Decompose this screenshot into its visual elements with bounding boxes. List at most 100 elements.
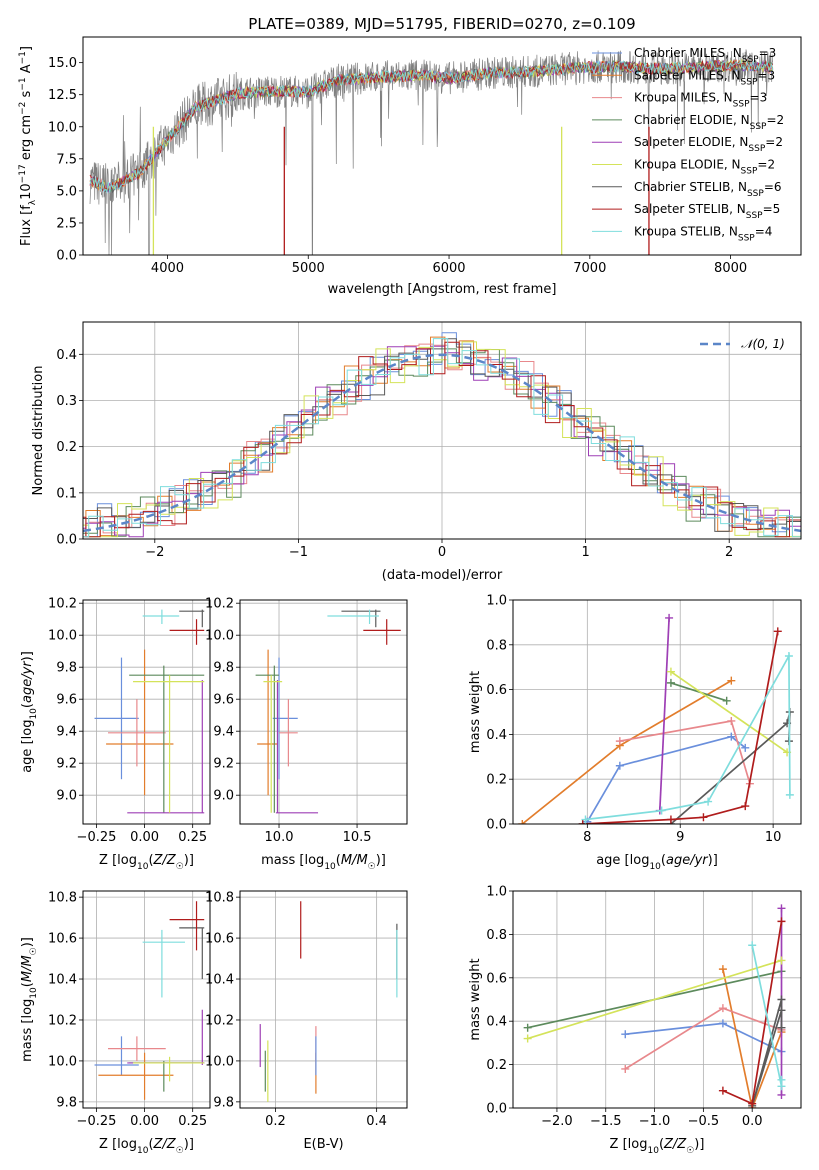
x-tick-label: 8: [583, 830, 591, 845]
weight-marker-chabrier_stelib: [777, 1023, 786, 1032]
label-part: )]: [184, 1137, 194, 1152]
y-axis-label: Flux [fλ10−17 erg cm−2 s−1 A−1]: [18, 46, 38, 246]
weight-marker-chabrier_miles: [718, 1019, 727, 1028]
legend-sub: SSP: [742, 55, 759, 65]
weight-marker-kroupa_stelib: [581, 815, 590, 824]
weight-line-kroupa_miles: [619, 720, 751, 784]
label-part: Z [log: [99, 1137, 137, 1152]
y-tick-label: 9.6: [213, 693, 234, 708]
y-tick-label: 12.5: [48, 88, 77, 103]
legend-text: Kroupa MILES, N: [634, 91, 733, 105]
age_weight-series: [518, 613, 794, 824]
x-axis-label: Z [log10(Z/Z☉)]: [610, 1137, 705, 1156]
legend-text: Chabrier MILES, N: [634, 46, 742, 60]
legend-suffix: =6: [764, 180, 782, 194]
mass_age-frame: 10.0 10.5 9.0 9.2 9.4 9.6 9.8 10.0 10.2: [205, 597, 408, 845]
x-tick-label: −2: [145, 545, 164, 560]
x-axis-label: age [log10(age/yr)]: [596, 853, 718, 872]
label-part: ☉: [176, 1146, 184, 1156]
x-tick-label: 0: [438, 545, 446, 560]
observed-spectrum-line: [89, 49, 773, 255]
label-part: ]: [19, 46, 34, 51]
y-tick-label: 10.6: [48, 932, 77, 947]
chart-title: PLATE=0389, MJD=51795, FIBERID=0270, z=0…: [248, 15, 635, 33]
label-part: −17: [18, 164, 28, 183]
y-tick-label: 10.2: [205, 1013, 234, 1028]
y-tick-label: 0.2: [486, 773, 507, 788]
axes-frame: [82, 36, 802, 256]
y-tick-label: 10.8: [205, 891, 234, 906]
y-tick-label: 0.0: [56, 533, 77, 548]
y-tick-label: 10.0: [205, 629, 234, 644]
weight-marker-salpeter_stelib: [699, 813, 708, 822]
y-tick-label: 0.2: [486, 1058, 507, 1073]
histogram-plot: [83, 332, 801, 538]
y-tick-label: 9.0: [56, 789, 77, 804]
y-tick-label: 9.6: [56, 693, 77, 708]
spectrum-plot: [89, 49, 774, 255]
label-part: Z/Z: [153, 1137, 177, 1152]
label-part: )]: [20, 937, 35, 947]
weight-marker-kroupa_stelib: [777, 1075, 786, 1084]
label-part: −1: [18, 51, 28, 64]
weight-marker-chabrier_miles: [727, 732, 736, 741]
x-axis-label: (data-model)/error: [382, 568, 503, 583]
legend-text: Salpeter MILES, N: [634, 68, 741, 82]
label-part: (: [661, 853, 666, 868]
y-tick-label: 1.0: [486, 885, 507, 900]
weight-line-kroupa_elodie: [670, 671, 788, 753]
x-tick-label: 5000: [292, 261, 325, 276]
weight-marker-salpeter_stelib: [666, 815, 675, 824]
x-tick-label: 2: [725, 545, 733, 560]
y-tick-label: 9.8: [56, 661, 77, 676]
legend-text: Salpeter ELODIE, N: [634, 135, 748, 149]
z_weight-frame: −2.0 −1.5 −1.0 −0.5 0.0 0.0 0.2 0.4 0.6 0.8 1.0: [486, 885, 802, 1129]
weight-line-kroupa_stelib: [585, 652, 791, 821]
legend: 𝒩(0, 1): [700, 337, 785, 351]
x-tick-label: 8000: [714, 261, 747, 276]
label-part: )]: [20, 651, 35, 661]
y-axis-label: Normed distribution: [31, 366, 46, 496]
weight-line-kroupa_elodie: [527, 959, 782, 1040]
legend-sub: SSP: [747, 189, 764, 199]
axes-frame: [512, 890, 802, 1109]
legend-sub: SSP: [741, 167, 758, 177]
x-tick-label: 0.00: [130, 1114, 159, 1129]
label-part: 10: [647, 1146, 659, 1156]
axes-frame: [512, 599, 802, 825]
label-part: Flux [f: [19, 205, 34, 246]
legend-sub: SSP: [748, 144, 765, 154]
mass_age-axes: [240, 600, 407, 824]
weight-marker-kroupa_stelib: [784, 652, 793, 660]
weight-marker-kroupa_stelib: [657, 806, 666, 815]
x-tick-label: −2.0: [541, 1114, 573, 1129]
label-part: M/M: [341, 853, 368, 868]
label-part: λ: [28, 199, 38, 205]
y-tick-label: 0.3: [56, 394, 77, 409]
x-tick-label: 1: [581, 545, 589, 560]
legend-entry: 𝒩(0, 1): [741, 337, 785, 351]
z_mass-frame: −0.25 0.00 0.25 9.8 10.0 10.2 10.4 10.6 10.8: [48, 890, 211, 1129]
label-part: age/yr: [666, 853, 709, 868]
weight-marker-salpeter_miles: [518, 820, 527, 824]
label-part: 10: [649, 862, 661, 872]
label-part: Z [log: [610, 1137, 648, 1152]
weight-marker-kroupa_miles: [727, 716, 736, 725]
z_age-frame: −0.25 0.00 0.25 9.0 9.2 9.4 9.6 9.8 10.0 10.2: [48, 597, 211, 845]
x-tick-label: 0.00: [130, 830, 159, 845]
legend-entry: Salpeter MILES, NSSP=3: [634, 68, 775, 87]
normal-distribution-curve: [83, 353, 801, 533]
y-tick-label: 0.8: [486, 928, 507, 943]
label-part: ☉: [29, 947, 39, 955]
weight-marker-kroupa_stelib: [748, 941, 757, 950]
weight-marker-kroupa_miles: [718, 1004, 727, 1013]
x-axis-label: E(B-V): [303, 1137, 343, 1152]
axes-frame: [82, 599, 211, 825]
y-tick-label: 0.4: [486, 728, 507, 743]
ebv_mass-frame: 0.2 0.4 9.8 10.0 10.2 10.4 10.6 10.8: [205, 890, 408, 1129]
legend-sub: SSP: [746, 211, 763, 221]
y-tick-label: 0.6: [486, 683, 507, 698]
legend-sub: SSP: [750, 122, 767, 132]
